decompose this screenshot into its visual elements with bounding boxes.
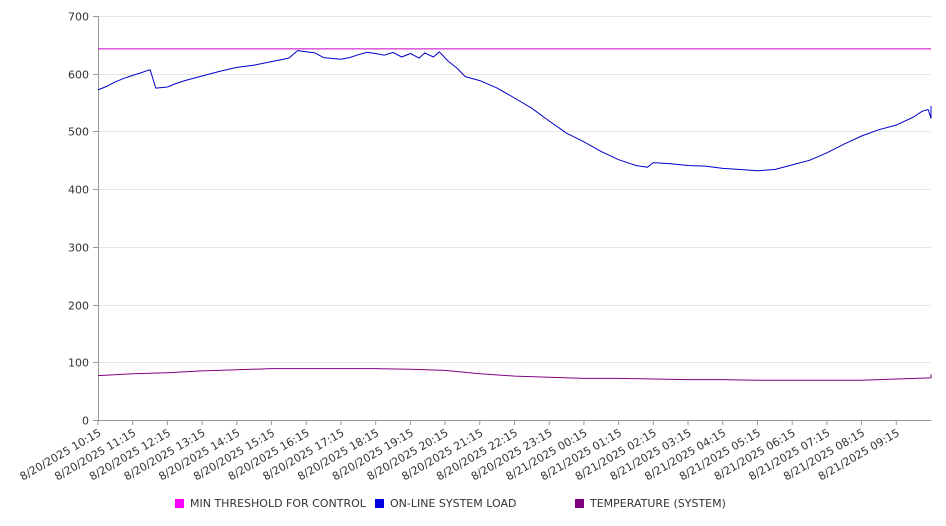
y-tick-label: 300: [68, 242, 89, 255]
legend-swatch-temperature: [575, 499, 584, 508]
legend-item-system-load: ON-LINE SYSTEM LOAD: [375, 497, 516, 510]
y-tick-label: 0: [82, 415, 89, 428]
y-tick-label: 600: [68, 69, 89, 82]
y-tick-label: 700: [68, 11, 89, 24]
x-axis-ticks: 8/20/2025 10:158/20/2025 11:158/20/2025 …: [18, 420, 902, 483]
y-tick-label: 100: [68, 357, 89, 370]
legend-swatch-system-load: [375, 499, 384, 508]
y-tick-label: 500: [68, 126, 89, 139]
legend-item-threshold: MIN THRESHOLD FOR CONTROL: [175, 497, 366, 510]
legend-label-temperature: TEMPERATURE (SYSTEM): [590, 497, 726, 510]
legend-label-system-load: ON-LINE SYSTEM LOAD: [390, 497, 517, 510]
series-line-system-load: [97, 50, 932, 172]
y-tick-label: 200: [68, 300, 89, 313]
series-line-temperature: [97, 368, 932, 381]
legend-swatch-threshold: [175, 499, 184, 508]
legend-label-threshold: MIN THRESHOLD FOR CONTROL: [190, 497, 366, 510]
grid-lines: [98, 16, 931, 363]
legend: MIN THRESHOLD FOR CONTROL ON-LINE SYSTEM…: [0, 497, 946, 513]
y-tick-label: 400: [68, 184, 89, 197]
legend-item-temperature: TEMPERATURE (SYSTEM): [575, 497, 726, 510]
axes: [98, 16, 931, 421]
series-group: [97, 48, 932, 381]
y-axis-ticks: 0 100 200 300 400 500 600 700: [68, 11, 98, 428]
